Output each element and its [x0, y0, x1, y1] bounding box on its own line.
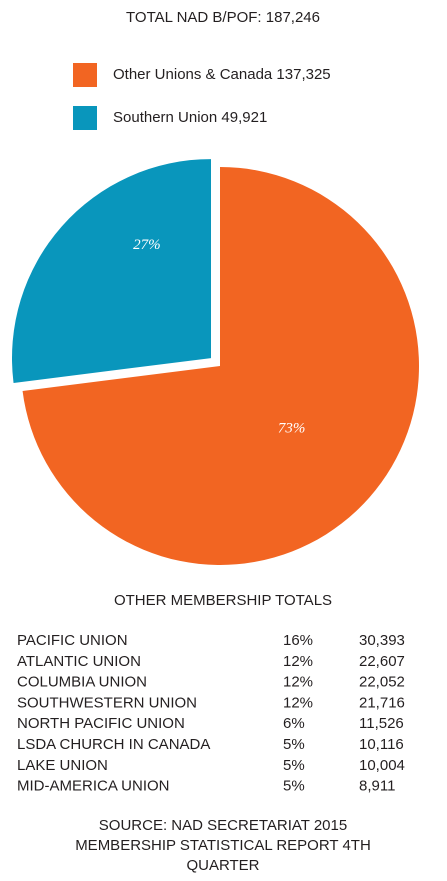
table-cell: 11,526 [359, 715, 404, 732]
pie-slice [22, 167, 419, 565]
source-line: MEMBERSHIP STATISTICAL REPORT 4TH [75, 837, 371, 854]
table-cell: 22,607 [359, 653, 405, 670]
table-cell: 16% [283, 632, 313, 649]
table-cell: 12% [283, 653, 313, 670]
table-cell: ATLANTIC UNION [17, 653, 141, 670]
table-cell: 10,116 [359, 736, 404, 753]
legend-label: Other Unions & Canada 137,325 [113, 66, 331, 83]
table-cell: LAKE UNION [17, 757, 108, 774]
table-cell: MID-AMERICA UNION [17, 778, 170, 795]
table-cell: 5% [283, 736, 305, 753]
table-cell: 5% [283, 757, 305, 774]
table-cell: 30,393 [359, 632, 405, 649]
table-cell: 5% [283, 778, 305, 795]
table-cell: 22,052 [359, 674, 405, 691]
table-cell: PACIFIC UNION [17, 632, 128, 649]
table-cell: SOUTHWESTERN UNION [17, 694, 197, 711]
chart-title: TOTAL NAD B/POF: 187,246 [126, 9, 320, 26]
table-cell: 12% [283, 694, 313, 711]
table-cell: 12% [283, 674, 313, 691]
table-cell: 10,004 [359, 757, 405, 774]
table-cell: LSDA CHURCH IN CANADA [17, 736, 210, 753]
legend-swatch [73, 106, 97, 130]
table-cell: COLUMBIA UNION [17, 674, 147, 691]
slice-label: 73% [278, 421, 306, 437]
table-title: OTHER MEMBERSHIP TOTALS [114, 592, 332, 609]
table-cell: 21,716 [359, 694, 405, 711]
legend-swatch [73, 63, 97, 87]
slice-label: 27% [133, 237, 161, 253]
table-cell: NORTH PACIFIC UNION [17, 715, 185, 732]
source-line: QUARTER [186, 857, 259, 874]
table-cell: 6% [283, 715, 305, 732]
table-cell: 8,911 [359, 778, 395, 795]
legend-label: Southern Union 49,921 [113, 109, 267, 126]
source-line: SOURCE: NAD SECRETARIAT 2015 [99, 817, 347, 834]
pie-slice [11, 159, 211, 384]
